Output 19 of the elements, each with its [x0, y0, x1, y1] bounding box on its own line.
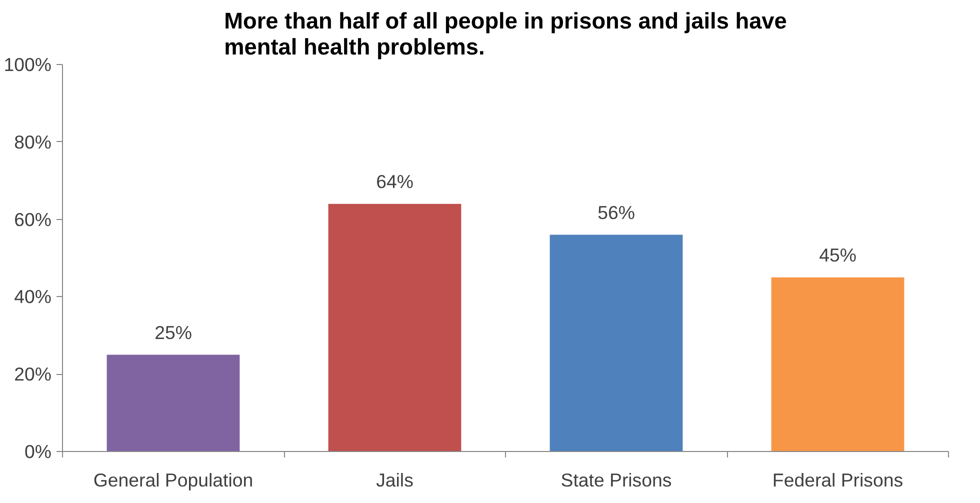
bar [328, 204, 462, 452]
data-label: 25% [154, 322, 192, 343]
bar [106, 354, 240, 452]
bar [550, 234, 683, 452]
y-tick-label: 0% [24, 441, 52, 462]
y-tick-label: 20% [14, 364, 52, 385]
data-label: 45% [819, 244, 856, 266]
y-tick-label: 40% [14, 286, 52, 308]
chart-title: More than half of all people in prisons and jails have mental health problems. [224, 8, 787, 60]
x-tick-label: State Prisons [560, 470, 672, 490]
data-label: 56% [598, 202, 635, 223]
x-tick-label: Jails [376, 470, 414, 490]
y-tick-label: 60% [14, 208, 52, 230]
data-label: 64% [376, 170, 414, 192]
y-tick-label: 80% [14, 131, 52, 152]
x-tick-label: Federal Prisons [772, 470, 904, 490]
y-tick-label: 100% [4, 54, 52, 75]
bar [771, 277, 904, 452]
x-tick-label: General Population [93, 470, 254, 490]
